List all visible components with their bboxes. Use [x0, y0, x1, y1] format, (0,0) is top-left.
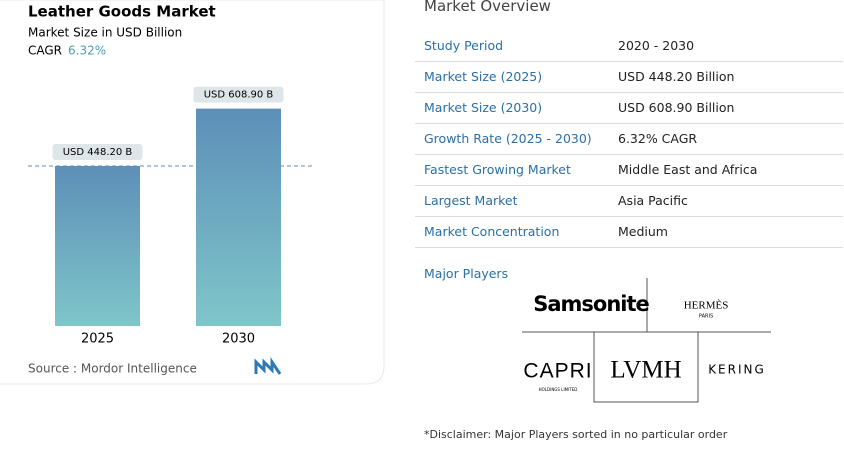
row-label: Market Size (2030): [424, 100, 543, 115]
row-label: Market Concentration: [424, 224, 560, 239]
card-border: [0, 0, 385, 385]
logo-hermes: HERMÈS: [684, 300, 729, 312]
row-value: Medium: [618, 224, 668, 239]
table-row: Fastest Growing Market Middle East and Af…: [415, 154, 843, 186]
bar: [55, 165, 140, 326]
logo: [254, 357, 282, 375]
players-logos: Samsonite HERMÈS PARIS CAPRI HOLDINGS LI…: [522, 278, 771, 403]
x-tick-label: 2030: [222, 332, 255, 347]
logo-capri: CAPRI: [523, 360, 592, 383]
chart-subtitle: Market Size in USD Billion: [28, 26, 182, 40]
row-value: 2020 - 2030: [618, 38, 695, 53]
table-row: Market Concentration Medium: [415, 216, 843, 248]
logo-samsonite: Samsonite: [533, 292, 649, 316]
row-label: Study Period: [424, 38, 504, 53]
value-label-box: [193, 86, 284, 103]
table-row: Study Period 2020 - 2030: [415, 30, 843, 62]
logo-kering: KERING: [708, 363, 766, 377]
logo-hermes-sub: PARIS: [699, 314, 713, 320]
row-value: 6.32% CAGR: [618, 131, 698, 146]
bar: [196, 108, 281, 326]
row-value: Middle East and Africa: [618, 162, 758, 177]
table-row: Growth Rate (2025 - 2030) 6.32% CAGR: [415, 123, 843, 155]
disclaimer: *Disclaimer: Major Players sorted in no …: [424, 428, 728, 441]
cagr-value: 6.32%: [68, 44, 106, 58]
overview-title: Market Overview: [424, 0, 551, 15]
chart-card: Leather Goods Market Market Size in USD …: [0, 0, 385, 385]
source: Source : Mordor Intelligence: [28, 362, 197, 376]
table-row: Market Size (2030) USD 608.90 Billion: [415, 92, 843, 124]
row-label: Largest Market: [424, 193, 518, 208]
x-tick-label: 2025: [81, 332, 114, 347]
row-value: USD 448.20 Billion: [618, 69, 735, 84]
table-row: Largest Market Asia Pacific: [415, 185, 843, 217]
row-label: Market Size (2025): [424, 69, 543, 84]
row-label: Growth Rate (2025 - 2030): [424, 131, 592, 146]
value-label: USD 448.20 B: [63, 147, 133, 158]
table-row: Market Size (2025) USD 448.20 Billion: [415, 61, 843, 93]
value-label-box: [52, 143, 143, 160]
value-label: USD 608.90 B: [204, 90, 274, 101]
divider: [593, 331, 699, 403]
chart-title: Leather Goods Market: [28, 3, 216, 21]
row-value: Asia Pacific: [618, 193, 688, 208]
cagr-label: CAGR: [28, 44, 62, 58]
logo-capri-sub: HOLDINGS LIMITED: [539, 387, 578, 392]
logo-lvmh: LVMH: [610, 357, 681, 384]
players-title: Major Players: [424, 266, 509, 281]
row-label: Fastest Growing Market: [424, 162, 571, 177]
row-value: USD 608.90 Billion: [618, 100, 735, 115]
